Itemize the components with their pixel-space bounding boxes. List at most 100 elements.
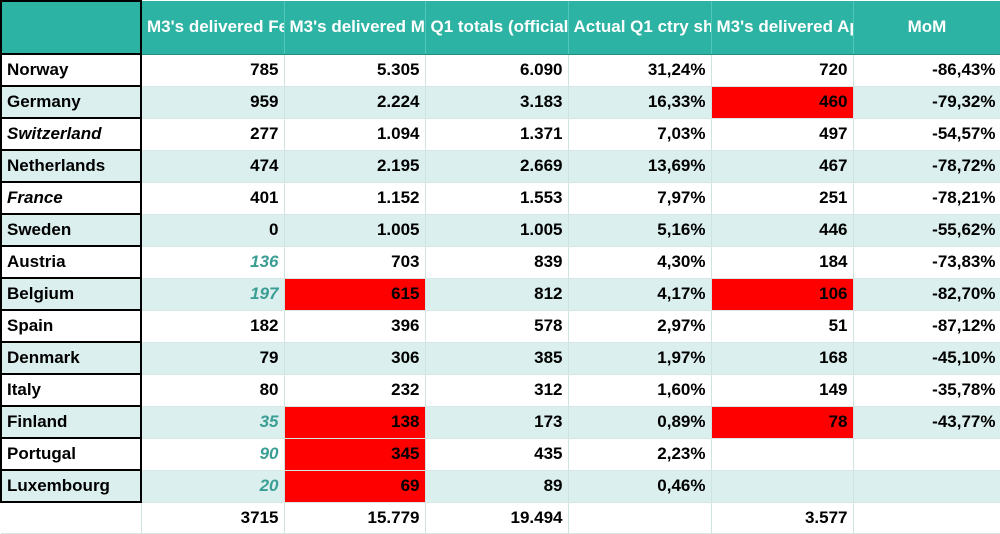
share-total-cell[interactable]	[568, 502, 712, 534]
apr-cell[interactable]: 106	[711, 278, 854, 311]
country-cell[interactable]: Sweden	[0, 214, 142, 247]
share-cell[interactable]: 5,16%	[568, 214, 712, 247]
header-q1[interactable]: Q1 totals (official)	[425, 1, 569, 55]
q1-cell[interactable]: 6.090	[425, 54, 569, 87]
mom-cell[interactable]: -79,32%	[853, 86, 1000, 119]
country-cell[interactable]: Norway	[0, 54, 142, 87]
country-cell[interactable]: Portugal	[0, 438, 142, 471]
apr-cell[interactable]: 149	[711, 374, 854, 407]
feb-cell[interactable]: 959	[141, 86, 285, 119]
mar-cell[interactable]: 703	[284, 246, 426, 279]
mar-cell[interactable]: 1.152	[284, 182, 426, 215]
apr-cell[interactable]: 168	[711, 342, 854, 375]
feb-cell[interactable]: 401	[141, 182, 285, 215]
q1-cell[interactable]: 89	[425, 470, 569, 503]
feb-cell[interactable]: 79	[141, 342, 285, 375]
header-share[interactable]: Actual Q1 ctry shares	[568, 1, 712, 55]
share-cell[interactable]: 16,33%	[568, 86, 712, 119]
mar-cell[interactable]: 138	[284, 406, 426, 439]
mom-cell[interactable]	[853, 470, 1000, 503]
apr-cell[interactable]: 78	[711, 406, 854, 439]
country-cell[interactable]: Finland	[0, 406, 142, 439]
share-cell[interactable]: 4,30%	[568, 246, 712, 279]
mar-cell[interactable]: 306	[284, 342, 426, 375]
mom-cell[interactable]: -87,12%	[853, 310, 1000, 343]
q1-cell[interactable]: 1.371	[425, 118, 569, 151]
mar-cell[interactable]: 1.094	[284, 118, 426, 151]
share-cell[interactable]: 0,89%	[568, 406, 712, 439]
mom-cell[interactable]: -82,70%	[853, 278, 1000, 311]
mar-cell[interactable]: 1.005	[284, 214, 426, 247]
feb-cell[interactable]: 80	[141, 374, 285, 407]
country-cell[interactable]: France	[0, 182, 142, 215]
country-cell[interactable]: Germany	[0, 86, 142, 119]
mom-cell[interactable]: -86,43%	[853, 54, 1000, 87]
mar-total-cell[interactable]: 15.779	[284, 502, 426, 534]
apr-cell[interactable]: 251	[711, 182, 854, 215]
q1-total-cell[interactable]: 19.494	[425, 502, 569, 534]
mom-cell[interactable]: -78,21%	[853, 182, 1000, 215]
country-cell[interactable]: Italy	[0, 374, 142, 407]
mar-cell[interactable]: 396	[284, 310, 426, 343]
mom-cell[interactable]: -35,78%	[853, 374, 1000, 407]
q1-cell[interactable]: 1.553	[425, 182, 569, 215]
feb-cell[interactable]: 474	[141, 150, 285, 183]
q1-cell[interactable]: 812	[425, 278, 569, 311]
apr-cell[interactable]: 446	[711, 214, 854, 247]
share-cell[interactable]: 0,46%	[568, 470, 712, 503]
country-cell[interactable]: Luxembourg	[0, 470, 142, 503]
country-cell[interactable]: Switzerland	[0, 118, 142, 151]
mom-cell[interactable]: -73,83%	[853, 246, 1000, 279]
apr-cell[interactable]: 497	[711, 118, 854, 151]
feb-cell[interactable]: 197	[141, 278, 285, 311]
feb-cell[interactable]: 277	[141, 118, 285, 151]
mar-cell[interactable]: 5.305	[284, 54, 426, 87]
apr-cell[interactable]: 720	[711, 54, 854, 87]
share-cell[interactable]: 7,97%	[568, 182, 712, 215]
apr-cell[interactable]: 460	[711, 86, 854, 119]
mar-cell[interactable]: 2.224	[284, 86, 426, 119]
totals-label-cell[interactable]	[1, 502, 142, 534]
share-cell[interactable]: 1,97%	[568, 342, 712, 375]
feb-total-cell[interactable]: 3715	[141, 502, 285, 534]
country-cell[interactable]: Denmark	[0, 342, 142, 375]
q1-cell[interactable]: 578	[425, 310, 569, 343]
apr-cell[interactable]: 467	[711, 150, 854, 183]
feb-cell[interactable]: 136	[141, 246, 285, 279]
mar-cell[interactable]: 615	[284, 278, 426, 311]
mar-cell[interactable]: 345	[284, 438, 426, 471]
share-cell[interactable]: 1,60%	[568, 374, 712, 407]
mom-cell[interactable]: -78,72%	[853, 150, 1000, 183]
apr-cell[interactable]	[711, 470, 854, 503]
q1-cell[interactable]: 1.005	[425, 214, 569, 247]
country-cell[interactable]: Austria	[0, 246, 142, 279]
q1-cell[interactable]: 312	[425, 374, 569, 407]
country-cell[interactable]: Netherlands	[0, 150, 142, 183]
feb-cell[interactable]: 20	[141, 470, 285, 503]
feb-cell[interactable]: 0	[141, 214, 285, 247]
header-mar[interactable]: M3's delivered March (official)	[284, 1, 426, 55]
country-cell[interactable]: Spain	[0, 310, 142, 343]
share-cell[interactable]: 13,69%	[568, 150, 712, 183]
mom-cell[interactable]: -45,10%	[853, 342, 1000, 375]
share-cell[interactable]: 4,17%	[568, 278, 712, 311]
apr-cell[interactable]	[711, 438, 854, 471]
mom-cell[interactable]	[853, 438, 1000, 471]
header-corner-cell[interactable]	[0, 0, 142, 55]
q1-cell[interactable]: 2.669	[425, 150, 569, 183]
mom-cell[interactable]: -43,77%	[853, 406, 1000, 439]
q1-cell[interactable]: 839	[425, 246, 569, 279]
country-cell[interactable]: Belgium	[0, 278, 142, 311]
mar-cell[interactable]: 69	[284, 470, 426, 503]
header-apr[interactable]: M3's delivered April	[711, 1, 854, 55]
share-cell[interactable]: 7,03%	[568, 118, 712, 151]
feb-cell[interactable]: 182	[141, 310, 285, 343]
feb-cell[interactable]: 90	[141, 438, 285, 471]
q1-cell[interactable]: 173	[425, 406, 569, 439]
mom-total-cell[interactable]	[853, 502, 1000, 534]
apr-cell[interactable]: 51	[711, 310, 854, 343]
header-mom[interactable]: MoM	[853, 1, 1000, 55]
mom-cell[interactable]: -54,57%	[853, 118, 1000, 151]
header-feb[interactable]: M3's delivered February	[141, 1, 285, 55]
q1-cell[interactable]: 385	[425, 342, 569, 375]
